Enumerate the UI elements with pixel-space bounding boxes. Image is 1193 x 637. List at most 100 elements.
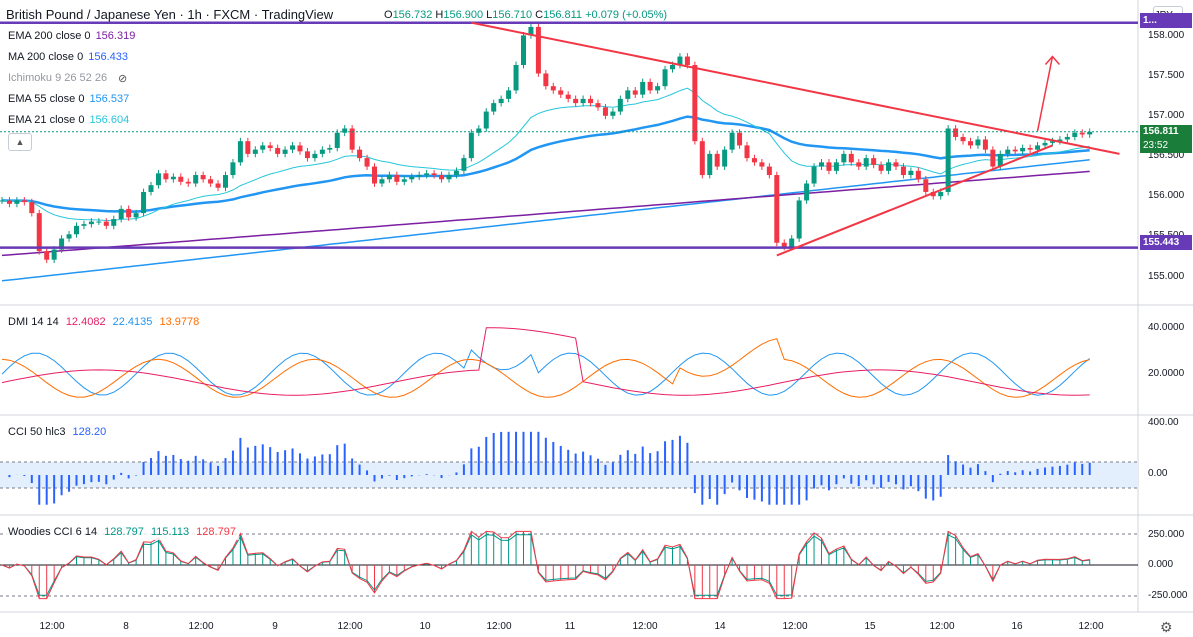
dmi-plus-line (1, 349, 1091, 396)
candle-body (811, 166, 817, 184)
dmi-legend[interactable]: DMI 14 14 12.4082 22.4135 13.9778 (6, 314, 203, 330)
projection-arrow (1036, 56, 1054, 132)
legend-ema21[interactable]: EMA 21 close 0 156.604 (6, 111, 133, 129)
candle-body (915, 170, 921, 180)
candle-body (357, 149, 363, 159)
candle-body (312, 153, 318, 159)
candle-body (1012, 149, 1018, 152)
candle-body (722, 149, 728, 167)
candle-body (1057, 139, 1063, 142)
legend-ma200[interactable]: MA 200 close 0 156.433 (6, 48, 131, 66)
candle-body (141, 191, 147, 214)
candle-body (908, 170, 914, 176)
woodies-legend[interactable]: Woodies CCI 6 14 128.797 115.113 128.797 (6, 524, 239, 540)
candle-body (1027, 147, 1033, 150)
candle-body (0, 200, 5, 202)
time-tick: 9 (272, 621, 278, 632)
candle-body (66, 234, 72, 239)
candle-body (565, 94, 571, 99)
candle-body (327, 147, 333, 150)
time-tick: 12:00 (782, 621, 808, 632)
time-tick: 14 (714, 621, 726, 632)
symbol-title: British Pound / Japanese Yen · 1h · FXCM… (6, 7, 334, 22)
candle-body (59, 238, 65, 250)
candle-body (334, 132, 340, 148)
time-tick: 12:00 (1078, 621, 1104, 632)
candle-body (1020, 147, 1026, 152)
dmi-axis-tick: 20.0000 (1148, 368, 1185, 379)
legend-ichimoku[interactable]: Ichimoku 9 26 52 26 (6, 69, 116, 87)
candle-body (930, 191, 936, 197)
candle-body (51, 249, 57, 260)
candle-body (804, 183, 810, 201)
candle-body (513, 65, 519, 91)
resistance-trendline (471, 21, 1120, 155)
candle-body (208, 179, 214, 184)
candle-body (610, 111, 616, 116)
price-tick: 156.000 (1148, 190, 1185, 201)
candle-body (364, 158, 370, 167)
candle-body (29, 202, 35, 214)
candle-body (394, 175, 400, 182)
candle-body (372, 166, 377, 184)
candle-body (602, 107, 608, 116)
candle-body (491, 103, 497, 112)
legend-ema200[interactable]: EMA 200 close 0 156.319 (6, 27, 139, 45)
candle-body (662, 69, 668, 87)
candle-body (997, 153, 1003, 167)
candle-body (245, 141, 251, 154)
collapse-legend-icon[interactable]: ▲ (8, 133, 32, 151)
candle-body (163, 173, 169, 180)
candle-body (647, 81, 653, 91)
candle-body (878, 164, 884, 171)
candle-body (1072, 132, 1078, 137)
candle-body (953, 128, 959, 137)
legend-ema55[interactable]: EMA 55 close 0 156.537 (6, 90, 133, 108)
candle-body (774, 175, 780, 243)
candle-body (386, 175, 392, 180)
cci-axis-tick: 0.00 (1148, 468, 1168, 479)
candle-body (521, 35, 526, 66)
candle-body (826, 162, 832, 171)
candle-body (580, 98, 586, 104)
candle-body (900, 166, 906, 176)
candle-body (103, 221, 109, 226)
gear-icon[interactable]: ⚙ (1160, 619, 1173, 635)
candle-body (617, 98, 623, 112)
candle-body (21, 200, 27, 203)
candle-body (88, 221, 94, 225)
support-price-badge: 155.443 (1140, 235, 1192, 250)
ema21-line (1, 87, 1090, 222)
candle-body (781, 242, 787, 247)
candle-body (476, 128, 482, 133)
candle-body (237, 141, 243, 163)
candle-body (744, 145, 750, 159)
woodies-axis-tick: -250.000 (1148, 590, 1188, 601)
candle-body (185, 181, 191, 184)
candle-body (632, 90, 638, 95)
candle-body (558, 90, 564, 95)
time-tick: 12:00 (188, 621, 214, 632)
candle-body (856, 162, 862, 167)
candle-body (841, 153, 847, 163)
candle-body (155, 173, 161, 186)
candle-body (111, 219, 117, 226)
candle-body (416, 175, 422, 177)
candle-body (528, 26, 534, 36)
cci-legend[interactable]: CCI 50 hlc3 128.20 (6, 424, 110, 440)
time-tick: 12:00 (929, 621, 955, 632)
candle-body (699, 141, 705, 176)
candle-body (215, 183, 221, 188)
candle-body (275, 147, 281, 154)
candle-body (714, 153, 720, 167)
candle-body (178, 176, 184, 182)
candle-body (431, 173, 437, 176)
hidden-eye-icon[interactable]: ⊘ (118, 73, 128, 85)
candle-body (1042, 142, 1048, 146)
candle-body (379, 179, 385, 184)
candle-body (319, 149, 325, 154)
candle-body (1087, 131, 1093, 135)
woodies-axis-tick: 0.000 (1148, 559, 1174, 570)
time-tick: 12:00 (486, 621, 512, 632)
time-tick: 12:00 (632, 621, 658, 632)
